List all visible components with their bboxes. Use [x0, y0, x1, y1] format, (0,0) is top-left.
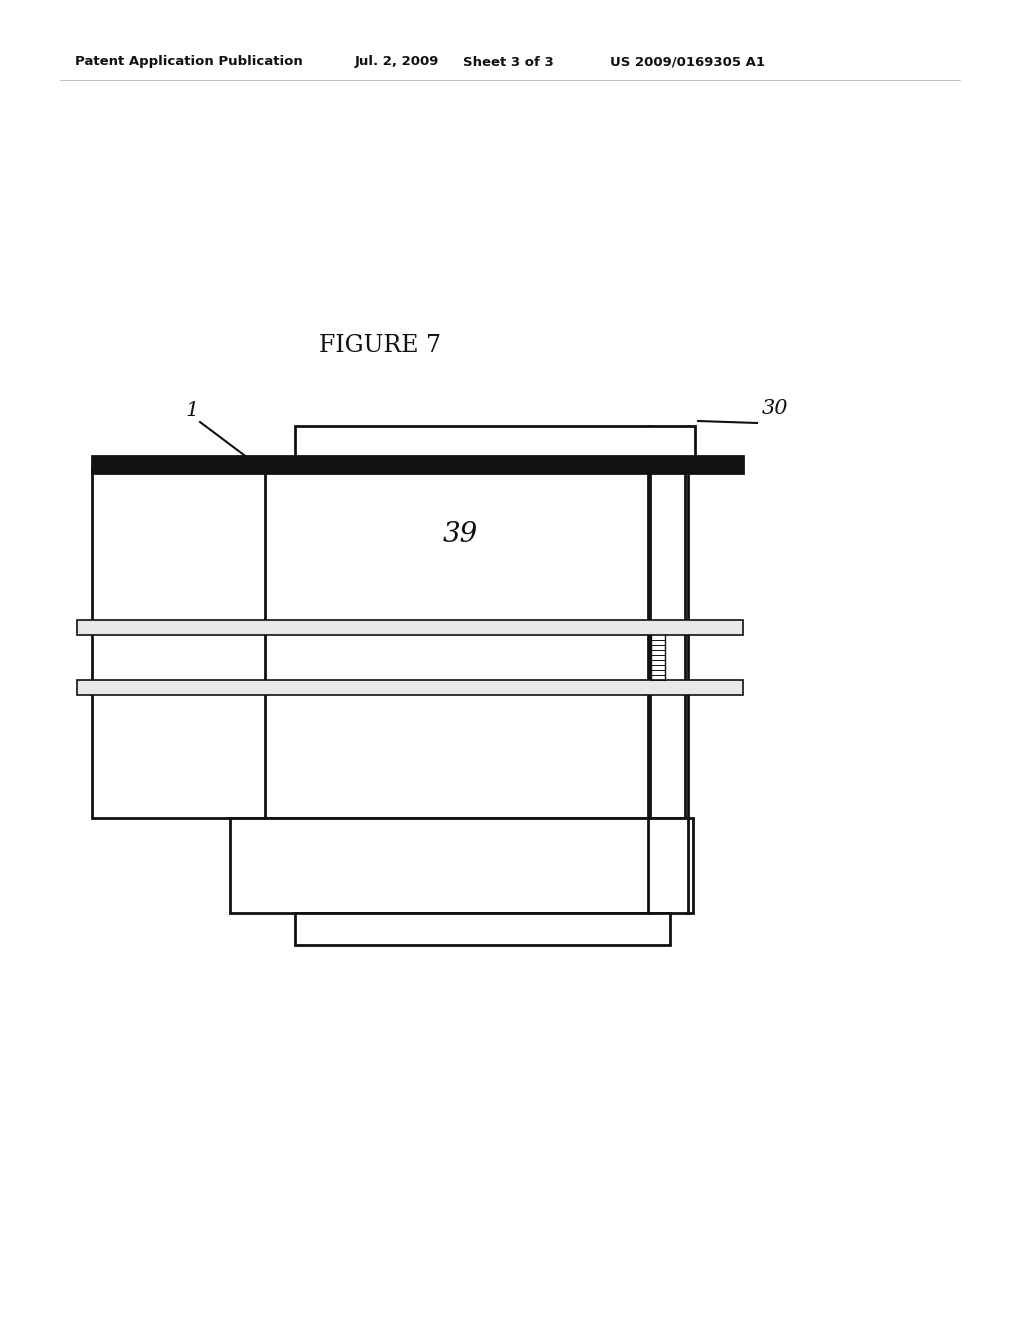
Bar	[92, 455, 743, 473]
Bar	[77, 620, 743, 635]
Text: FIGURE 7: FIGURE 7	[319, 334, 441, 356]
Bar	[92, 469, 685, 818]
Bar	[295, 913, 670, 945]
Bar	[230, 818, 693, 913]
Text: 39: 39	[442, 521, 477, 549]
Text: Patent Application Publication: Patent Application Publication	[75, 55, 303, 69]
Text: 1: 1	[185, 400, 199, 420]
Text: US 2009/0169305 A1: US 2009/0169305 A1	[610, 55, 765, 69]
Text: Sheet 3 of 3: Sheet 3 of 3	[463, 55, 554, 69]
Bar	[77, 680, 743, 696]
Bar	[295, 426, 695, 455]
Text: Jul. 2, 2009: Jul. 2, 2009	[355, 55, 439, 69]
Bar	[92, 455, 743, 473]
Text: 30: 30	[762, 399, 788, 417]
